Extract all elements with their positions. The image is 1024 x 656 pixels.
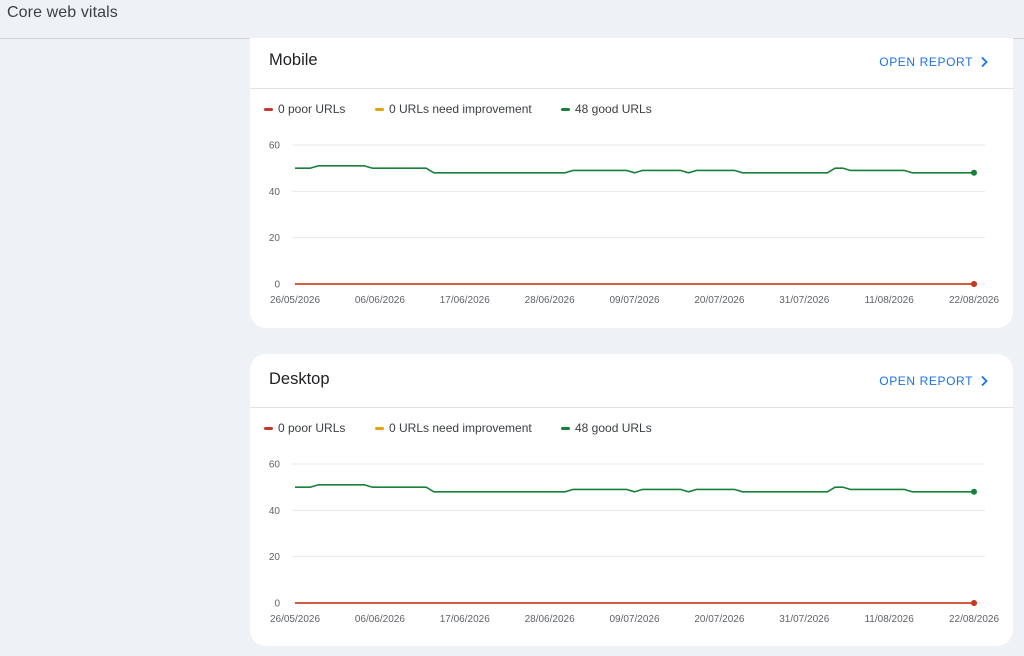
- y-tick-label: 60: [269, 460, 281, 471]
- top-bar: Core web vitals: [0, 0, 1024, 39]
- y-tick-label: 20: [269, 552, 281, 563]
- legend-item-poor[interactable]: 0 poor URLs: [264, 102, 345, 116]
- chevron-right-icon: [981, 375, 988, 387]
- legend-swatch: [375, 107, 384, 111]
- open-report-label: OPEN REPORT: [879, 374, 973, 388]
- y-tick-label: 40: [269, 187, 281, 198]
- legend-swatch: [264, 107, 273, 111]
- legend-item-needs-improvement[interactable]: 0 URLs need improvement: [375, 421, 532, 435]
- chart-mobile: 0 20 40 60 26/05/2026 06/06/2026 17/06/2026 28/…: [269, 141, 1000, 307]
- legend-swatch: [561, 107, 570, 111]
- x-tick-label: 17/06/2026: [440, 614, 490, 625]
- y-tick-label: 0: [274, 280, 280, 291]
- legend-item-poor[interactable]: 0 poor URLs: [264, 421, 345, 435]
- x-tick-label: 09/07/2026: [609, 614, 659, 625]
- y-tick-label: 0: [274, 599, 280, 610]
- legend-item-good[interactable]: 48 good URLs: [561, 102, 652, 116]
- x-tick-label: 09/07/2026: [609, 295, 659, 306]
- legend-swatch: [561, 426, 570, 430]
- y-tick-label: 20: [269, 233, 281, 244]
- series-endpoint[interactable]: [971, 169, 977, 176]
- mobile-card: Mobile OPEN REPORT 0 poor URLs 0 URLs ne…: [250, 38, 1013, 328]
- series-endpoint[interactable]: [971, 281, 977, 287]
- x-tick-label: 11/08/2026: [864, 614, 914, 625]
- open-report-label: OPEN REPORT: [879, 55, 973, 69]
- x-tick-label: 22/08/2026: [949, 614, 999, 625]
- y-tick-label: 60: [269, 141, 281, 152]
- chevron-right-icon: [981, 56, 988, 68]
- x-tick-label: 06/06/2026: [355, 295, 405, 306]
- legend-item-needs-improvement[interactable]: 0 URLs need improvement: [375, 102, 532, 116]
- x-tick-label: 31/07/2026: [779, 614, 829, 625]
- x-tick-label: 20/07/2026: [694, 614, 744, 625]
- series-endpoint[interactable]: [971, 600, 977, 606]
- x-tick-label: 28/06/2026: [525, 295, 575, 306]
- open-report-button-desktop[interactable]: OPEN REPORT: [879, 374, 989, 388]
- x-tick-label: 06/06/2026: [355, 614, 405, 625]
- legend-swatch: [375, 426, 384, 430]
- x-tick-label: 28/06/2026: [525, 614, 575, 625]
- card-title-desktop: Desktop: [269, 370, 330, 388]
- x-tick-label: 22/08/2026: [949, 295, 999, 306]
- legend-swatch: [264, 426, 273, 430]
- x-tick-label: 31/07/2026: [779, 295, 829, 306]
- series-line: [295, 484, 974, 493]
- open-report-button-mobile[interactable]: OPEN REPORT: [879, 55, 989, 69]
- card-title-mobile: Mobile: [269, 51, 318, 69]
- series-line: [295, 165, 974, 174]
- card-header: Desktop OPEN REPORT: [250, 354, 1013, 408]
- chart-desktop: 0 20 40 60 26/05/2026 06/06/2026 17/06/2026 28/…: [269, 460, 1000, 626]
- x-tick-label: 20/07/2026: [694, 295, 744, 306]
- card-header: Mobile OPEN REPORT: [250, 38, 1013, 89]
- legend-item-good[interactable]: 48 good URLs: [561, 421, 652, 435]
- x-tick-label: 26/05/2026: [270, 295, 320, 306]
- series-endpoint[interactable]: [971, 488, 977, 495]
- x-tick-label: 17/06/2026: [440, 295, 490, 306]
- x-tick-label: 11/08/2026: [864, 295, 914, 306]
- desktop-card: Desktop OPEN REPORT 0 poor URLs 0 URLs n…: [250, 354, 1013, 646]
- y-tick-label: 40: [269, 506, 281, 517]
- x-tick-label: 26/05/2026: [270, 614, 320, 625]
- page-title: Core web vitals: [7, 4, 118, 21]
